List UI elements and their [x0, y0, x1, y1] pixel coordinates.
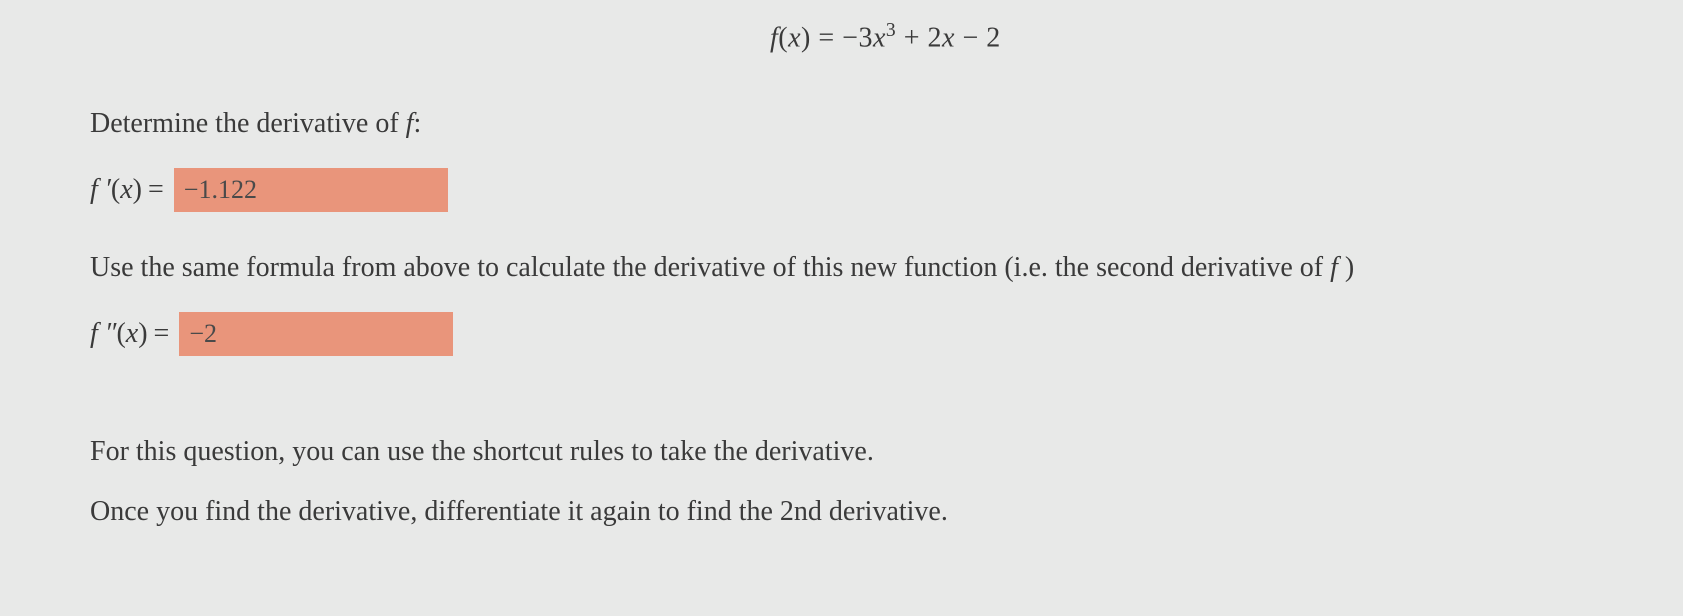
- function-variable-2: f: [1330, 252, 1345, 283]
- given-function-equation: f(x) = −3x3 + 2x − 2: [770, 20, 1683, 54]
- second-derivative-input[interactable]: −2: [179, 312, 453, 356]
- prompt-text: Determine the derivative of: [90, 108, 406, 139]
- second-derivative-row: f ″(x)= −2: [90, 312, 1683, 356]
- first-derivative-lhs: f ′(x)=: [90, 174, 170, 206]
- exponent: 3: [886, 20, 896, 41]
- hint-line-1: For this question, you can use the short…: [90, 436, 1683, 468]
- prompt-colon: :: [413, 108, 421, 139]
- second-derivative-lhs: f ″(x)=: [90, 318, 175, 350]
- prompt2-text: Use the same formula from above to calcu…: [90, 252, 1330, 283]
- first-derivative-input[interactable]: −1.122: [174, 168, 448, 212]
- hint-line-2: Once you find the derivative, differenti…: [90, 496, 1683, 528]
- prompt2-after: ): [1345, 252, 1354, 283]
- prompt-first-derivative: Determine the derivative of f:: [90, 108, 1683, 140]
- prompt-second-derivative: Use the same formula from above to calcu…: [90, 252, 1683, 284]
- first-derivative-row: f ′(x)= −1.122: [90, 168, 1683, 212]
